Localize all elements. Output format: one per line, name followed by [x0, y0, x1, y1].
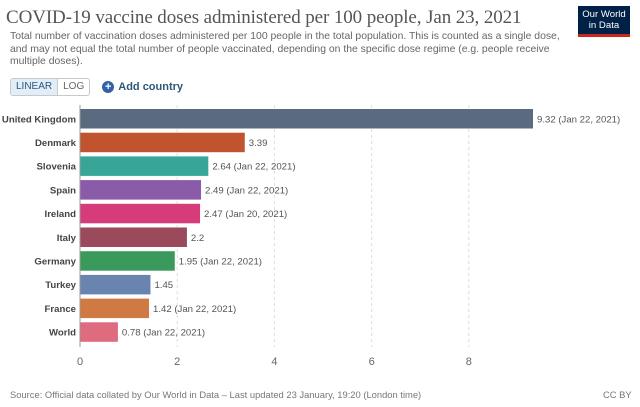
scale-toggle: LINEAR LOG	[10, 78, 91, 96]
value-label: 1.42 (Jan 22, 2021)	[153, 304, 236, 315]
value-label: 1.45	[154, 280, 173, 291]
chart-title: COVID-19 vaccine doses administered per …	[6, 7, 522, 28]
linear-scale-button[interactable]: LINEAR	[11, 79, 59, 95]
x-tick-label: 0	[77, 356, 83, 368]
category-label[interactable]: Italy	[57, 233, 77, 244]
value-label: 1.95 (Jan 22, 2021)	[179, 256, 262, 267]
value-label: 2.47 (Jan 20, 2021)	[204, 209, 287, 220]
bar-5[interactable]	[80, 227, 187, 248]
bar-6[interactable]	[80, 251, 175, 271]
bar-9[interactable]	[80, 322, 118, 342]
bar-chart: 0 2 4 6 8 United Kingdom 9.32 (Jan 22, 2021) De…	[2, 105, 620, 368]
bar-4[interactable]	[80, 203, 201, 224]
x-tick-label: 8	[466, 356, 472, 368]
value-label: 2.2	[191, 233, 204, 244]
value-label: 0.78 (Jan 22, 2021)	[122, 328, 205, 339]
bar-8[interactable]	[80, 298, 150, 319]
add-country-button[interactable]: + Add country	[102, 81, 183, 93]
add-country-label: Add country	[118, 81, 184, 93]
bar-0[interactable]	[80, 109, 533, 129]
owid-logo[interactable]: Our World in Data	[578, 6, 630, 37]
category-label[interactable]: France	[45, 304, 76, 315]
category-label[interactable]: Germany	[34, 256, 76, 267]
bar-3[interactable]	[80, 180, 202, 200]
value-label: 3.39	[249, 138, 268, 149]
category-label[interactable]: Turkey	[45, 280, 76, 291]
bar-2[interactable]	[80, 156, 209, 176]
bar-1[interactable]	[80, 132, 245, 153]
category-label[interactable]: Spain	[50, 185, 76, 196]
source-note: Source: Official data collated by Our Wo…	[10, 389, 422, 400]
license-label[interactable]: CC BY	[603, 389, 632, 400]
value-label: 2.64 (Jan 22, 2021)	[212, 162, 295, 173]
category-label[interactable]: United Kingdom	[2, 114, 76, 125]
category-label[interactable]: Slovenia	[37, 162, 77, 173]
log-scale-button[interactable]: LOG	[63, 81, 85, 92]
category-label[interactable]: Denmark	[35, 138, 77, 149]
x-tick-label: 6	[369, 356, 375, 368]
value-label: 2.49 (Jan 22, 2021)	[205, 185, 288, 196]
category-label[interactable]: World	[49, 328, 76, 339]
chart-controls: LINEAR LOG + Add country	[10, 78, 183, 96]
chart-subtitle: Total number of vaccination doses admini…	[10, 31, 560, 68]
logo-line-1: Our World	[582, 9, 626, 20]
plus-circle-icon: +	[102, 81, 115, 93]
bar-7[interactable]	[80, 274, 151, 295]
x-tick-label: 2	[174, 356, 180, 368]
category-label[interactable]: Ireland	[45, 209, 77, 220]
logo-line-2: in Data	[588, 20, 620, 31]
x-tick-label: 4	[271, 356, 277, 368]
value-label: 9.32 (Jan 22, 2021)	[537, 114, 620, 125]
